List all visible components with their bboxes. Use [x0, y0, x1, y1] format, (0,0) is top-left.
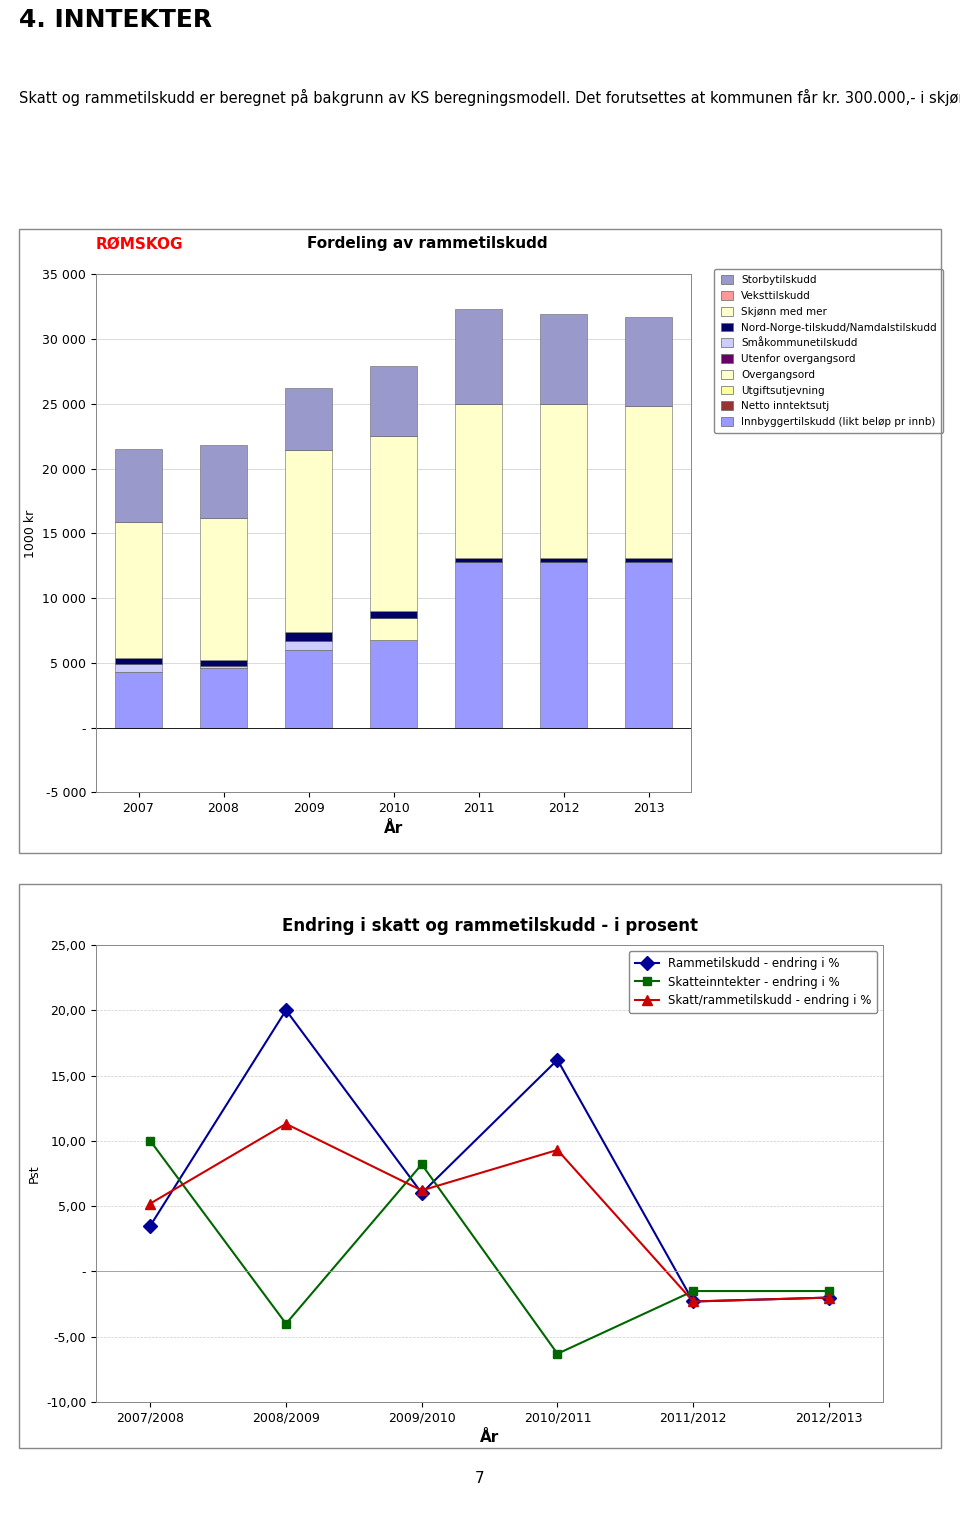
Bar: [625, 562, 672, 728]
Bar: [115, 664, 162, 672]
Skatt/rammetilskudd - endring i %: [823, 1288, 834, 1306]
Line: Skatt/rammetilskudd - endring i %: Skatt/rammetilskudd - endring i %: [145, 1119, 834, 1306]
Skatteinntekter - endring i %: [687, 1282, 699, 1300]
Bar: [455, 562, 502, 728]
X-axis label: År: År: [480, 1431, 499, 1445]
Bar: [455, 558, 502, 562]
Title: Endring i skatt og rammetilskudd - i prosent: Endring i skatt og rammetilskudd - i pro…: [281, 917, 698, 936]
Y-axis label: Pst: Pst: [27, 1164, 40, 1183]
Bar: [115, 450, 162, 521]
Bar: [200, 660, 247, 666]
Text: RØMSKOG: RØMSKOG: [96, 236, 183, 251]
Line: Skatteinntekter - endring i %: Skatteinntekter - endring i %: [146, 1137, 833, 1358]
Bar: [285, 642, 332, 649]
Text: Fordeling av rammetilskudd: Fordeling av rammetilskudd: [307, 236, 548, 251]
Bar: [455, 309, 502, 404]
Line: Rammetilskudd - endring i %: Rammetilskudd - endring i %: [145, 1006, 834, 1306]
Rammetilskudd - endring i %: [280, 1001, 292, 1020]
Bar: [115, 521, 162, 658]
Bar: [285, 632, 332, 642]
Bar: [455, 404, 502, 558]
Skatteinntekter - endring i %: [552, 1344, 564, 1362]
Bar: [285, 649, 332, 728]
Bar: [540, 558, 587, 562]
Bar: [371, 436, 417, 611]
Bar: [200, 668, 247, 728]
Rammetilskudd - endring i %: [552, 1050, 564, 1068]
Skatt/rammetilskudd - endring i %: [280, 1114, 292, 1132]
Bar: [371, 611, 417, 617]
Rammetilskudd - endring i %: [145, 1216, 156, 1234]
Bar: [285, 451, 332, 632]
Bar: [371, 640, 417, 728]
Skatteinntekter - endring i %: [823, 1282, 834, 1300]
Skatteinntekter - endring i %: [145, 1132, 156, 1151]
Bar: [200, 445, 247, 518]
Bar: [540, 562, 587, 728]
Bar: [540, 404, 587, 558]
X-axis label: År: År: [384, 821, 403, 835]
Skatt/rammetilskudd - endring i %: [552, 1141, 564, 1160]
Bar: [625, 407, 672, 558]
Bar: [540, 314, 587, 404]
Bar: [371, 366, 417, 436]
Skatt/rammetilskudd - endring i %: [687, 1292, 699, 1311]
Bar: [115, 658, 162, 664]
Bar: [625, 317, 672, 407]
Bar: [371, 617, 417, 640]
Rammetilskudd - endring i %: [823, 1288, 834, 1306]
Bar: [285, 389, 332, 451]
Skatteinntekter - endring i %: [416, 1155, 427, 1173]
Legend: Rammetilskudd - endring i %, Skatteinntekter - endring i %, Skatt/rammetilskudd : Rammetilskudd - endring i %, Skatteinnte…: [629, 951, 877, 1013]
Bar: [115, 672, 162, 728]
Y-axis label: 1000 kr: 1000 kr: [24, 509, 36, 558]
Skatt/rammetilskudd - endring i %: [145, 1195, 156, 1213]
Bar: [200, 518, 247, 660]
Legend: Storbytilskudd, Veksttilskudd, Skjønn med mer, Nord-Norge-tilskudd/Namdalstilsku: Storbytilskudd, Veksttilskudd, Skjønn me…: [714, 270, 944, 433]
Bar: [200, 666, 247, 668]
Text: 7: 7: [475, 1471, 485, 1486]
Text: Skatt og rammetilskudd er beregnet på bakgrunn av KS beregningsmodell. Det forut: Skatt og rammetilskudd er beregnet på ba…: [19, 88, 960, 105]
Skatt/rammetilskudd - endring i %: [416, 1181, 427, 1199]
Bar: [625, 558, 672, 562]
Text: 4. INNTEKTER: 4. INNTEKTER: [19, 8, 212, 32]
Skatteinntekter - endring i %: [280, 1315, 292, 1334]
Rammetilskudd - endring i %: [416, 1184, 427, 1202]
Rammetilskudd - endring i %: [687, 1292, 699, 1311]
